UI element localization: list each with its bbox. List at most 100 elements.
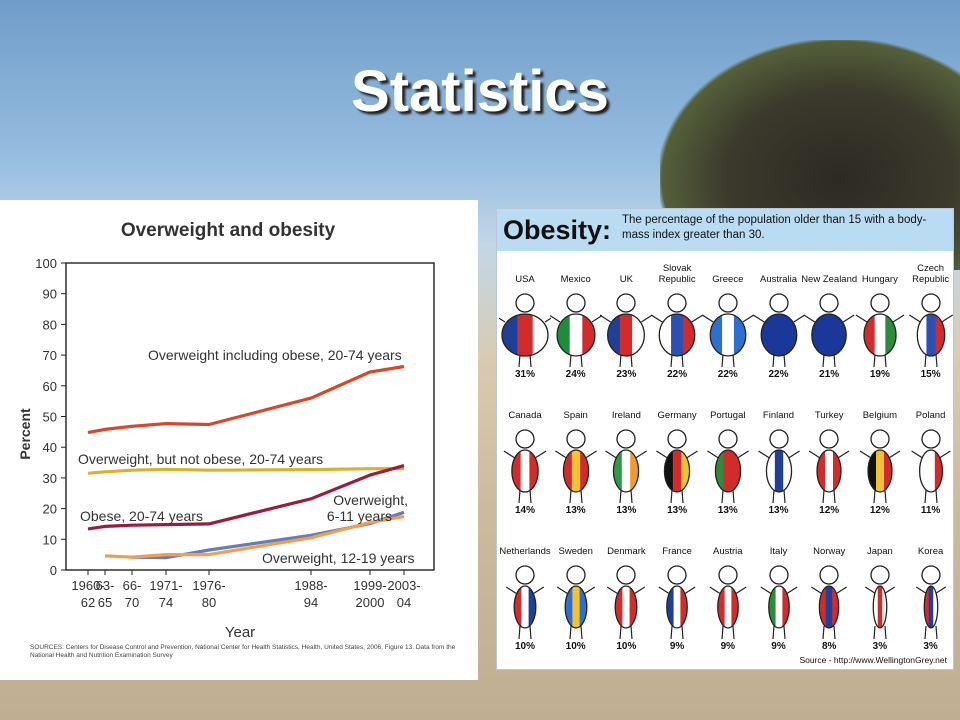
country-cell: Denmark 10% — [600, 527, 652, 661]
country-name: Australia — [760, 274, 797, 285]
stick-figure — [600, 293, 653, 368]
infographic-subtitle: The percentage of the population older t… — [622, 214, 927, 241]
y-tick-label: 50 — [43, 410, 57, 425]
country-name: Slovak Republic — [658, 263, 696, 285]
country-percentage: 9% — [771, 641, 786, 652]
y-tick-label: 70 — [43, 348, 57, 363]
infographic-source: Source - http://www.WellingtonGrey.net — [799, 655, 947, 665]
country-cell: Australia 22% — [752, 255, 805, 389]
line-chart: Overweight and obesity 0 10 20 30 40 50 60 70 80… — [17, 220, 455, 659]
country-cell: Spain 13% — [550, 391, 602, 525]
stick-figure — [556, 565, 595, 640]
x-tick-label: 1988- — [294, 578, 327, 593]
country-cell: Czech Republic 15% — [905, 255, 957, 389]
country-percentage: 22% — [717, 369, 738, 380]
stick-figure — [607, 565, 646, 640]
stick-figure — [859, 429, 901, 504]
country-name: Japan — [866, 546, 893, 557]
country-percentage: 13% — [717, 505, 738, 516]
country-percentage: 10% — [616, 641, 637, 652]
country-cell: Hungary 19% — [854, 255, 906, 389]
country-percentage: 13% — [667, 505, 688, 516]
country-name: Greece — [712, 274, 744, 285]
stick-figure — [499, 293, 551, 368]
country-name: Belgium — [862, 410, 898, 421]
country-name: France — [662, 546, 692, 557]
country-cell: UK 23% — [600, 255, 653, 389]
country-name: USA — [515, 274, 535, 285]
country-name: Netherlands — [499, 546, 551, 557]
country-name: Finland — [762, 410, 795, 421]
stick-figure — [549, 293, 602, 368]
x-tick-label: 04 — [397, 595, 411, 610]
stick-figure — [759, 565, 798, 640]
country-percentage: 10% — [514, 641, 535, 652]
y-tick-label: 80 — [43, 317, 57, 332]
country-percentage: 13% — [768, 505, 789, 516]
country-name: Poland — [915, 410, 946, 421]
country-name: Denmark — [607, 546, 646, 557]
country-percentage: 10% — [565, 641, 586, 652]
stick-figure — [811, 565, 848, 640]
country-percentage: 9% — [669, 641, 685, 652]
country-cell: Turkey 12% — [803, 391, 855, 525]
country-cell: Korea 3% — [905, 527, 957, 661]
country-name: Mexico — [560, 274, 591, 285]
x-tick-label: 63- — [96, 578, 115, 593]
x-tick-label: 1960- — [71, 578, 104, 593]
country-name: Germany — [657, 410, 697, 421]
country-cell: Norway 8% — [803, 527, 855, 661]
stick-figure — [709, 565, 747, 640]
country-cell: Japan 3% — [854, 527, 906, 661]
country-name: Czech Republic — [912, 263, 950, 285]
y-tick-label: 40 — [43, 440, 57, 455]
series-label-5: Overweight, 12-19 years — [262, 550, 415, 566]
x-tick-label: 94 — [304, 595, 318, 610]
x-tick-label: 1999- — [353, 578, 386, 593]
country-cell: Canada 14% — [499, 391, 551, 525]
series-label-4-line2: 6-11 years — [327, 508, 392, 524]
y-tick-label: 0 — [50, 563, 57, 578]
country-cell: Germany 13% — [651, 391, 703, 525]
country-name: Korea — [917, 546, 944, 557]
country-cell: Mexico 24% — [549, 255, 602, 389]
country-cell: Ireland 13% — [600, 391, 652, 525]
x-axis-label: Year — [225, 624, 255, 641]
country-name: UK — [619, 274, 633, 285]
country-cell: Portugal 13% — [702, 391, 754, 525]
stick-figure — [554, 429, 597, 504]
country-percentage: 3% — [923, 641, 938, 652]
country-name: Austria — [713, 546, 743, 557]
country-cell: Austria 9% — [702, 527, 754, 661]
chart-title: Overweight and obesity — [121, 220, 336, 241]
stick-figure — [503, 429, 547, 504]
country-cell: Italy 9% — [753, 527, 805, 661]
obesity-infographic: Obesity: The percentage of the populatio… — [496, 208, 954, 670]
country-name: Turkey — [814, 410, 844, 421]
x-tick-label: 1976- — [192, 578, 225, 593]
stick-figure — [808, 429, 850, 504]
x-tick-label: 2000 — [356, 595, 385, 610]
line-chart-panel: Overweight and obesity 0 10 20 30 40 50 60 70 80… — [0, 200, 478, 680]
country-name: Portugal — [710, 410, 746, 421]
stick-figure — [864, 565, 895, 640]
infographic-title: Obesity: — [503, 215, 612, 245]
country-name: Ireland — [611, 410, 641, 421]
country-percentage: 24% — [565, 369, 586, 380]
stick-figure — [752, 293, 805, 368]
y-tick-label: 20 — [43, 502, 57, 517]
stick-figure — [658, 565, 696, 640]
slide-title: Statistics — [351, 59, 609, 124]
country-name: Norway — [813, 546, 846, 557]
country-percentage: 19% — [869, 369, 890, 380]
country-grid: USA 31% Mexico 24% UK 23% Slovak Republic 22% Gr… — [497, 255, 953, 663]
country-name: Sweden — [558, 546, 593, 557]
country-name: Canada — [508, 410, 542, 421]
series-label-1: Overweight including obese, 20-74 years — [148, 347, 402, 363]
series-line-2 — [87, 467, 404, 475]
country-name: Hungary — [861, 274, 898, 285]
country-percentage: 9% — [720, 641, 736, 652]
y-axis-label: Percent — [17, 408, 33, 460]
series-label-2: Overweight, but not obese, 20-74 years — [78, 451, 323, 467]
series-label-3: Obese, 20-74 years — [80, 508, 203, 524]
